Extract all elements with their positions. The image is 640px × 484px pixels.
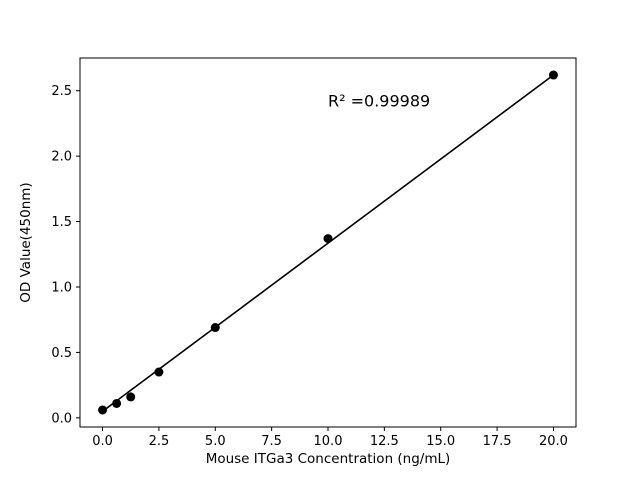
data-point (548, 70, 558, 80)
x-tick-label: 10.0 (314, 434, 343, 449)
r-squared-annotation: R² =0.99989 (328, 91, 430, 110)
data-point (126, 392, 136, 402)
y-tick-label: 2.0 (51, 150, 72, 165)
y-tick-label: 0.0 (51, 411, 72, 426)
y-tick-label: 2.5 (51, 84, 72, 99)
y-axis-label: OD Value(450nm) (18, 182, 34, 302)
x-tick-label: 2.5 (149, 434, 170, 449)
x-tick-label: 7.5 (261, 434, 282, 449)
x-tick-label: 5.0 (205, 434, 226, 449)
x-tick-label: 12.5 (370, 434, 399, 449)
x-tick-label: 17.5 (483, 434, 512, 449)
data-point (112, 398, 122, 408)
data-point (323, 234, 333, 244)
x-axis-label: Mouse ITGa3 Concentration (ng/mL) (206, 451, 451, 467)
data-point (210, 323, 220, 333)
fit-line (102, 74, 554, 412)
x-tick-label: 15.0 (426, 434, 455, 449)
y-tick-label: 1.5 (51, 215, 72, 230)
data-point (98, 405, 108, 415)
x-tick-label: 20.0 (539, 434, 568, 449)
x-tick-label: 0.0 (92, 434, 113, 449)
y-tick-label: 0.5 (51, 346, 72, 361)
data-point (154, 367, 164, 377)
y-tick-label: 1.0 (51, 280, 72, 295)
